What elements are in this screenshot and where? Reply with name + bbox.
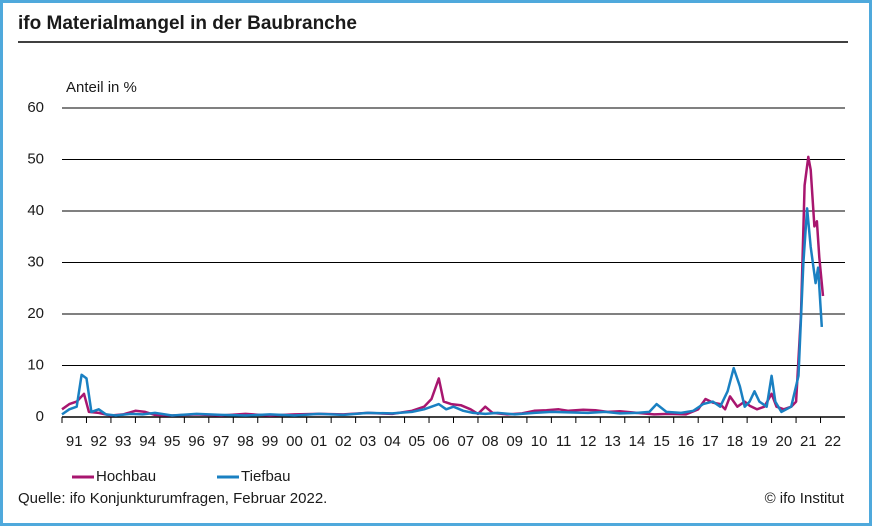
x-tick-label: 09	[506, 433, 523, 450]
y-tick-label: 60	[27, 99, 44, 116]
y-tick-label: 50	[27, 150, 44, 167]
grid: 0 10 20 30 40 50 60 91 92 93 94 95 96 97 98 99 00 01 02 03 0…	[27, 99, 845, 450]
x-tick-label: 22	[824, 433, 841, 450]
x-tick-label: 99	[262, 433, 279, 450]
x-tick-label: 15	[653, 433, 670, 450]
x-tick-label: 01	[311, 433, 328, 450]
x-tick-label: 06	[433, 433, 450, 450]
legend: Hochbau Tiefbau	[72, 468, 290, 485]
y-tick-label: 40	[27, 202, 44, 219]
x-tick-label: 12	[580, 433, 597, 450]
x-tick-label: 05	[408, 433, 425, 450]
x-tick-label: 08	[482, 433, 499, 450]
legend-label: Tiefbau	[241, 468, 290, 485]
x-tick-label: 20	[775, 433, 792, 450]
copyright: © ifo Institut	[765, 490, 845, 507]
x-tick-label: 92	[90, 433, 107, 450]
y-axis-label: Anteil in %	[66, 79, 137, 96]
x-tick-label: 18	[727, 433, 744, 450]
x-tick-label: 96	[188, 433, 205, 450]
x-tick-label: 17	[702, 433, 719, 450]
x-tick-label: 93	[115, 433, 132, 450]
x-tick-label: 14	[629, 433, 646, 450]
legend-label: Hochbau	[96, 468, 156, 485]
x-tick-label: 91	[66, 433, 83, 450]
x-tick-label: 13	[604, 433, 621, 450]
x-tick-label: 10	[531, 433, 548, 450]
x-tick-label: 21	[800, 433, 817, 450]
x-tick-label: 97	[213, 433, 230, 450]
x-tick-label: 94	[139, 433, 156, 450]
x-tick-label: 19	[751, 433, 768, 450]
series-line	[61, 207, 824, 417]
x-tick-label: 00	[286, 433, 303, 450]
plot-lines	[61, 155, 825, 417]
x-tick-label: 16	[678, 433, 695, 450]
y-tick-label: 20	[27, 305, 44, 322]
x-tick-label: 07	[457, 433, 474, 450]
y-tick-label: 0	[36, 408, 44, 425]
x-tick-label: 11	[556, 433, 572, 450]
x-tick-label: 04	[384, 433, 401, 450]
x-tick-label: 98	[237, 433, 254, 450]
x-tick-label: 95	[164, 433, 181, 450]
y-tick-label: 10	[27, 356, 44, 373]
y-tick-label: 30	[27, 253, 44, 270]
chart-title: ifo Materialmangel in der Baubranche	[18, 13, 357, 34]
x-tick-label: 02	[335, 433, 352, 450]
x-tick-label: 03	[360, 433, 377, 450]
source: Quelle: ifo Konjunkturumfragen, Februar …	[18, 490, 327, 507]
